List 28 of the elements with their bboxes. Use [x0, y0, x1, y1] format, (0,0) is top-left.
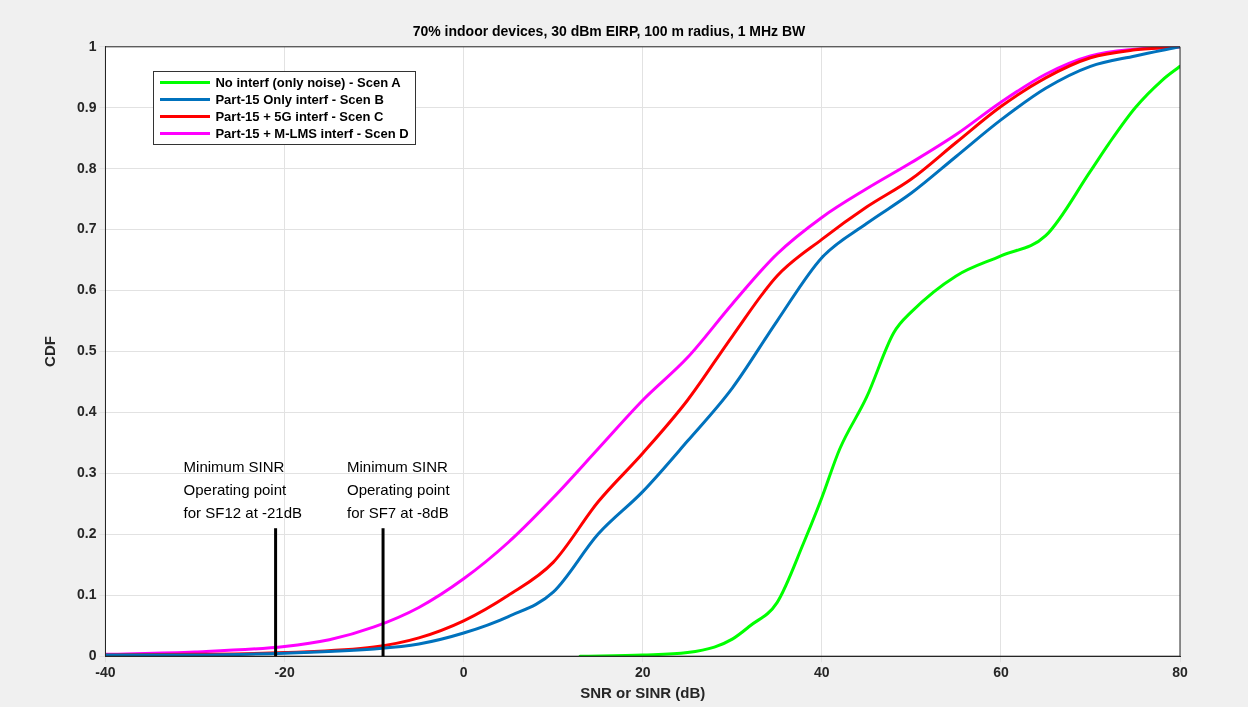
legend-label: No interf (only noise) - Scen A: [215, 73, 401, 91]
x-tick-label: -20: [274, 664, 295, 681]
x-tick-label: 0: [459, 664, 468, 681]
x-tick-label: -40: [95, 664, 116, 681]
y-tick-label: 0.3: [76, 464, 97, 481]
y-axis-title: CDF: [41, 336, 59, 367]
legend-label: Part-15 Only interf - Scen B: [215, 90, 384, 108]
legend-label: Part-15 + M-LMS interf - Scen D: [215, 124, 409, 142]
y-tick-label: 0.6: [76, 281, 97, 298]
x-tick-label: 60: [993, 664, 1009, 681]
y-tick-label: 0.7: [76, 220, 97, 237]
y-tick-label: 1: [88, 37, 97, 54]
y-tick-label: 0.9: [76, 98, 97, 115]
ref-line-label: Minimum SINR Operating point for SF12 at -21dB: [183, 458, 302, 522]
x-tick-label: 40: [814, 664, 830, 681]
y-tick-label: 0.4: [76, 403, 97, 420]
y-tick-label: 0.5: [76, 342, 97, 359]
y-tick-label: 0.2: [76, 525, 97, 542]
y-tick-label: 0: [88, 647, 97, 664]
chart-title: 70% indoor devices, 30 dBm EIRP, 100 m radius, 1 MHz BW: [412, 23, 807, 40]
legend-label: Part-15 + 5G interf - Scen C: [215, 107, 384, 125]
ref-line-label: Minimum SINR Operating point for SF7 at -8dB: [346, 458, 451, 522]
line-series: [578, 64, 1180, 657]
y-tick-label: 0.1: [76, 586, 97, 603]
x-tick-label: 20: [634, 664, 651, 681]
x-tick-label: 80: [1172, 664, 1188, 681]
y-tick-label: 0.8: [76, 159, 97, 176]
x-axis-title: SNR or SINR (dB): [580, 684, 706, 702]
